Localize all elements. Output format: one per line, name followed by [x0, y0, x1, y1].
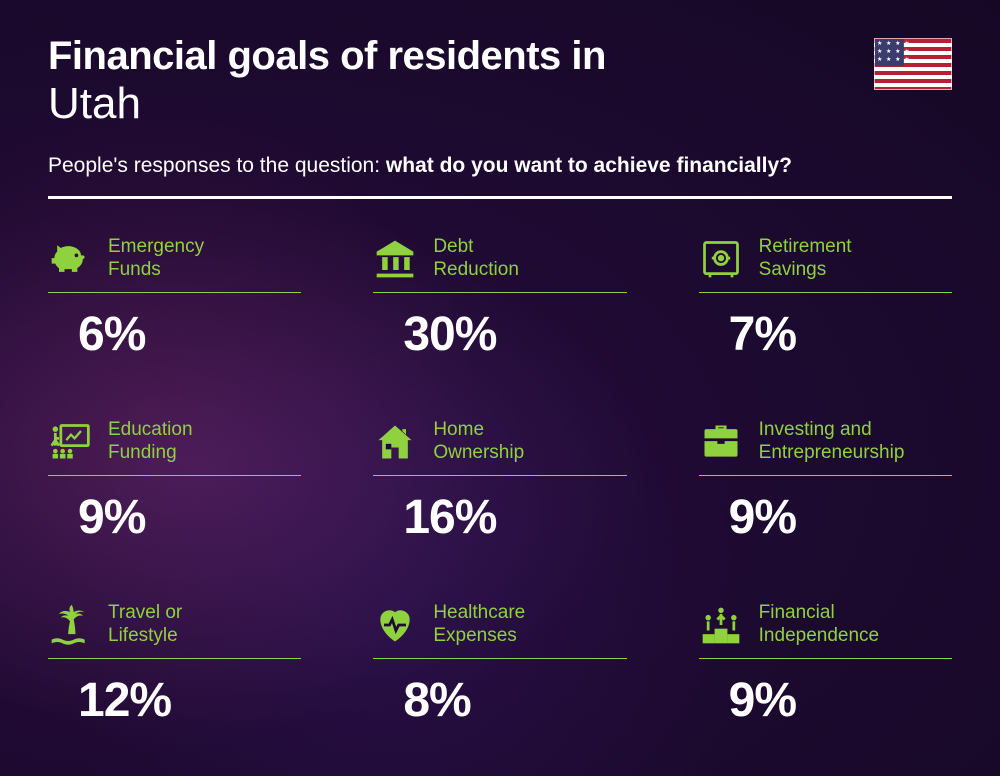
piggy-bank-icon: [48, 237, 92, 281]
goal-label: HealthcareExpenses: [433, 602, 525, 648]
goal-value: 16%: [373, 490, 626, 545]
goal-label: EmergencyFunds: [108, 236, 204, 282]
subtitle-prefix: People's responses to the question:: [48, 154, 386, 177]
goal-debt-reduction: DebtReduction 30%: [373, 235, 626, 362]
title-line2: Utah: [48, 80, 606, 128]
goal-label: FinancialIndependence: [759, 602, 879, 648]
us-flag-icon: [874, 38, 952, 90]
infographic-root: Financial goals of residents in Utah Peo…: [48, 34, 952, 728]
goal-value: 30%: [373, 307, 626, 362]
presentation-icon: [48, 420, 92, 464]
house-icon: [373, 420, 417, 464]
goal-investing: Investing andEntrepreneurship 9%: [699, 418, 952, 545]
goal-travel-lifestyle: Travel orLifestyle 12%: [48, 601, 301, 728]
goal-retirement-savings: RetirementSavings 7%: [699, 235, 952, 362]
goal-label: Travel orLifestyle: [108, 602, 182, 648]
goal-head: EducationFunding: [48, 418, 301, 476]
goal-head: RetirementSavings: [699, 235, 952, 293]
goal-head: Investing andEntrepreneurship: [699, 418, 952, 476]
bank-icon: [373, 237, 417, 281]
goal-value: 8%: [373, 673, 626, 728]
divider: [48, 196, 952, 199]
goal-home-ownership: HomeOwnership 16%: [373, 418, 626, 545]
title-line1: Financial goals of residents in: [48, 34, 606, 78]
goal-head: DebtReduction: [373, 235, 626, 293]
goal-head: Travel orLifestyle: [48, 601, 301, 659]
goal-financial-independence: FinancialIndependence 9%: [699, 601, 952, 728]
goal-label: Investing andEntrepreneurship: [759, 419, 905, 465]
goal-value: 12%: [48, 673, 301, 728]
goal-label: HomeOwnership: [433, 419, 524, 465]
goal-value: 7%: [699, 307, 952, 362]
palm-icon: [48, 603, 92, 647]
goal-value: 6%: [48, 307, 301, 362]
goal-label: EducationFunding: [108, 419, 193, 465]
heart-pulse-icon: [373, 603, 417, 647]
goal-label: DebtReduction: [433, 236, 519, 282]
goal-label: RetirementSavings: [759, 236, 852, 282]
goal-head: FinancialIndependence: [699, 601, 952, 659]
briefcase-icon: [699, 420, 743, 464]
goal-emergency-funds: EmergencyFunds 6%: [48, 235, 301, 362]
goal-head: EmergencyFunds: [48, 235, 301, 293]
header: Financial goals of residents in Utah: [48, 34, 952, 128]
goals-grid: EmergencyFunds 6% DebtReduction 30% Reti…: [48, 235, 952, 728]
subtitle-bold: what do you want to achieve financially?: [386, 154, 792, 177]
safe-icon: [699, 237, 743, 281]
title-block: Financial goals of residents in Utah: [48, 34, 606, 128]
goal-healthcare: HealthcareExpenses 8%: [373, 601, 626, 728]
subtitle: People's responses to the question: what…: [48, 154, 952, 178]
podium-icon: [699, 603, 743, 647]
goal-value: 9%: [699, 673, 952, 728]
goal-education-funding: EducationFunding 9%: [48, 418, 301, 545]
goal-head: HealthcareExpenses: [373, 601, 626, 659]
goal-value: 9%: [48, 490, 301, 545]
goal-head: HomeOwnership: [373, 418, 626, 476]
goal-value: 9%: [699, 490, 952, 545]
